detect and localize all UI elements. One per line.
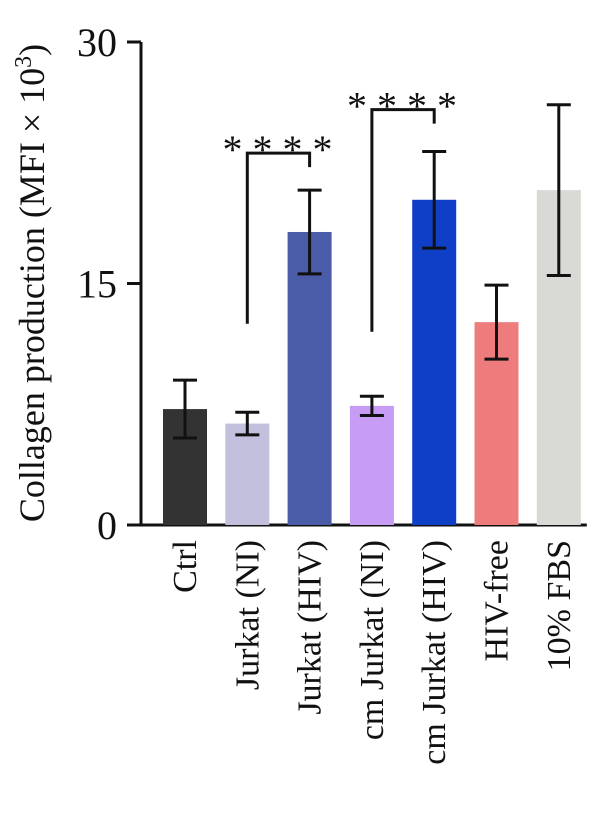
- bar: [287, 231, 332, 526]
- significance-bracket: [245, 151, 312, 324]
- x-category-label: 10% FBS: [541, 540, 578, 671]
- x-category-label: Jurkat (NI): [229, 540, 266, 690]
- x-category-label: cm Jurkat (NI): [354, 540, 391, 740]
- x-category-label: cm Jurkat (HIV): [416, 540, 453, 765]
- x-axis-labels: Ctrl Jurkat (NI) Jurkat (HIV) cm Jurkat (NI…: [167, 540, 578, 765]
- bar: [349, 405, 394, 525]
- x-category-label: Ctrl: [167, 540, 204, 593]
- significance-bracket: [370, 108, 436, 332]
- x-category-label: Jurkat (HIV): [292, 540, 329, 715]
- y-axis-label-exponent: 3: [11, 56, 37, 68]
- y-axis-label: Collagen production (MFI × 103): [11, 44, 52, 522]
- y-tick-label: 30: [77, 20, 117, 65]
- y-axis-label-close: ): [12, 44, 52, 56]
- y-axis-label-main: Collagen production (MFI × 10: [12, 68, 52, 522]
- y-tick-label: 0: [97, 503, 117, 548]
- error-bars: [173, 103, 571, 440]
- bar: [412, 199, 457, 525]
- x-category-label: HIV-free: [479, 540, 516, 661]
- significance-label: ****: [222, 127, 342, 172]
- significance-label: ****: [347, 84, 467, 129]
- y-axis: 0 15 30: [77, 20, 587, 548]
- y-tick-label: 15: [77, 262, 117, 307]
- bar: [225, 423, 270, 525]
- significance-brackets: ********: [222, 84, 467, 332]
